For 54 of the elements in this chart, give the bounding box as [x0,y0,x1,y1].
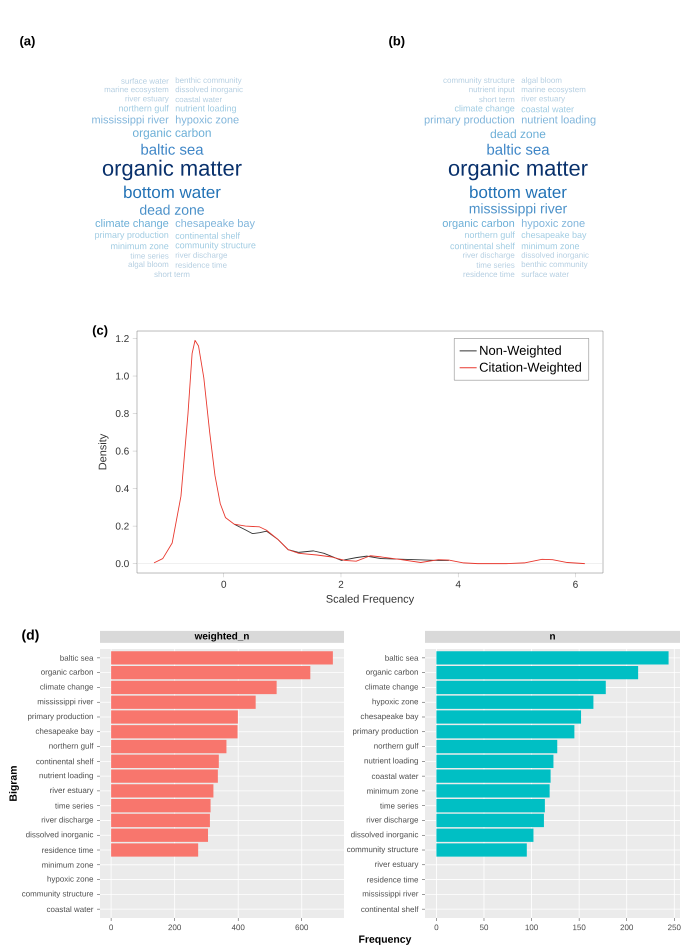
text: chesapeake bay [176,218,255,230]
text: hypoxic zone [176,115,239,126]
text: chesapeake bay [522,231,586,240]
x-tick-label: 0 [221,580,226,588]
chart-subtitle: weighted_n [194,632,249,642]
text: organic matter [448,160,588,180]
text: baltic sea [487,144,550,155]
legend-label: Non-Weighted [480,345,561,358]
text: dead zone [490,129,546,138]
text: nutrient loading [176,104,236,114]
x-tick-label: 4 [456,580,461,588]
text: organic carbon [132,128,211,140]
text: primary production [424,115,514,126]
legend-label: Citation-Weighted [480,362,582,374]
text: organic carbon [442,218,514,230]
y-tick-label: 1.0 [116,372,129,380]
y-tick-label: 0.6 [116,448,129,455]
y-axis-title: Density [98,434,109,470]
text: minimum zone [522,242,580,250]
text: continental shelf [176,232,240,239]
text: dead zone [140,204,204,215]
y-tick-label: 1.2 [116,335,129,342]
text: mississippi river [92,115,169,126]
x-tick-label: 6 [573,580,578,588]
x-axis-title: Frequency [359,936,412,945]
text: organic matter [102,160,242,180]
text: minimum zone [111,242,168,250]
x-axis-title: Scaled Frequency [326,594,414,605]
text: (b) [389,36,404,48]
y-tick-label: 0.0 [116,560,129,568]
text: climate change [454,104,514,114]
y-tick-label: 0.2 [116,522,129,530]
x-tick-label: 2 [338,580,344,588]
text: hypoxic zone [522,218,585,230]
text: climate change [96,218,168,230]
line-series [234,524,450,561]
line-series [154,340,586,564]
text: continental shelf [450,242,515,250]
text: community structure [176,242,256,250]
text: (a) [20,36,35,48]
chart-subtitle: n [550,634,555,640]
text: baltic sea [141,144,204,155]
text: bottom water [124,186,221,198]
chart-title: (c) [92,325,108,338]
text: coastal water [522,106,574,112]
text: primary production [95,231,168,240]
y-axis-title: Bigram [9,766,19,801]
y-tick-label: 0.4 [116,485,129,492]
chart-title: (d) [22,630,39,642]
y-tick-label: 0.8 [116,410,129,418]
text: bottom water [470,186,567,198]
text: mississippi river [470,203,567,216]
text: nutrient loading [522,115,596,126]
text: northern gulf [465,231,515,240]
